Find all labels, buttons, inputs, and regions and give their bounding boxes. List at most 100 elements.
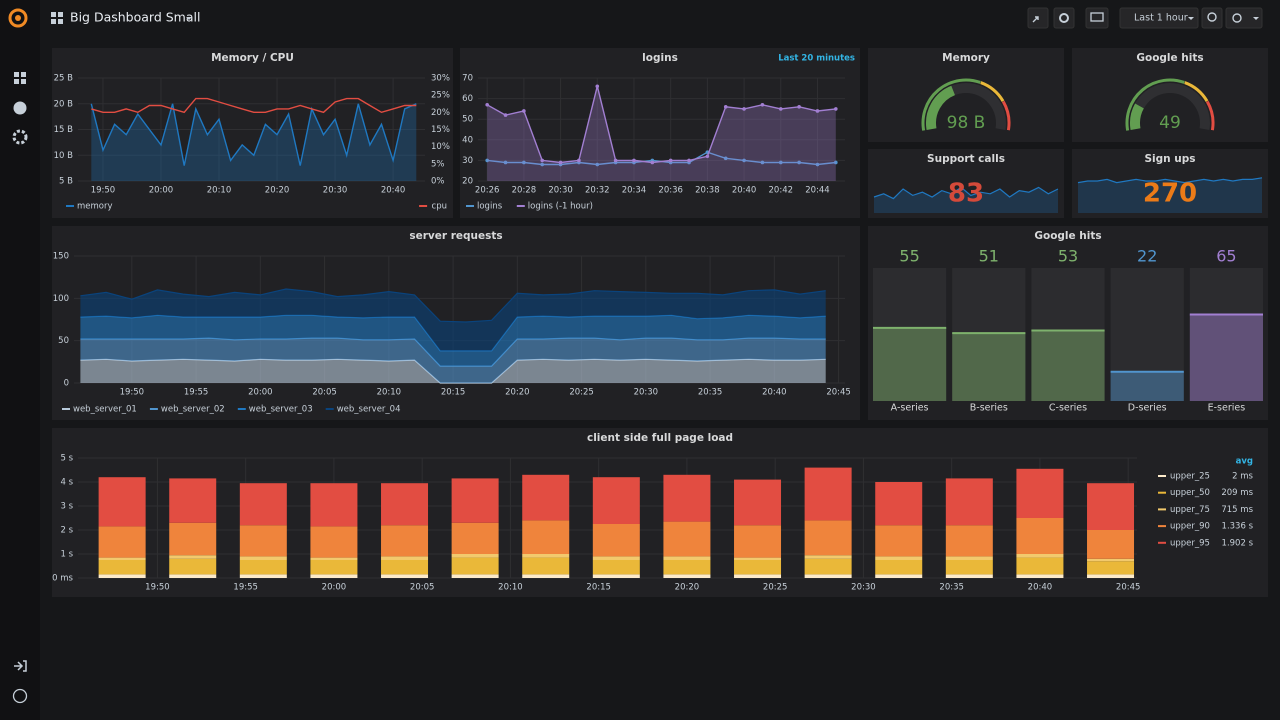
bar-segment bbox=[451, 522, 499, 554]
x-tick-label: 20:38 bbox=[695, 186, 720, 196]
sidebar bbox=[0, 0, 40, 720]
bar-segment bbox=[169, 522, 217, 556]
data-point bbox=[760, 160, 765, 165]
bar-segment bbox=[875, 560, 923, 575]
bar-segment bbox=[98, 557, 146, 560]
tv-mode-button[interactable] bbox=[1085, 7, 1109, 29]
sparkline bbox=[873, 186, 1059, 200]
data-point bbox=[503, 160, 508, 165]
y2-tick-label: 0% bbox=[431, 177, 445, 187]
panel bbox=[1072, 149, 1268, 218]
bar-label: D-series bbox=[1128, 403, 1167, 414]
bar-segment bbox=[945, 525, 993, 557]
legend-label: web_server_03 bbox=[249, 405, 313, 415]
dashboard-title[interactable]: Big Dashboard Small bbox=[70, 10, 200, 25]
y-tick-label: 25 B bbox=[54, 74, 74, 84]
x-tick-label: 20:45 bbox=[1116, 583, 1141, 593]
y-tick-label: 100 bbox=[53, 294, 69, 304]
bar-track bbox=[873, 268, 947, 401]
y2-tick-label: 15% bbox=[431, 125, 450, 135]
x-tick-label: 20:44 bbox=[805, 186, 830, 196]
top-bar: Big Dashboard Small Last 1 hour bbox=[51, 7, 1263, 29]
bar-segment bbox=[945, 478, 993, 526]
x-tick-label: 19:50 bbox=[91, 186, 116, 196]
y2-tick-label: 10% bbox=[431, 142, 450, 152]
x-tick-label: 20:00 bbox=[149, 186, 174, 196]
y-tick-label: 20 B bbox=[54, 99, 74, 109]
bar-segment bbox=[1016, 518, 1064, 554]
y2-tick-label: 30% bbox=[431, 74, 450, 84]
bar-track bbox=[1189, 268, 1263, 401]
sign-in-icon[interactable] bbox=[14, 660, 27, 672]
bar-segment bbox=[239, 483, 287, 526]
help-icon[interactable] bbox=[12, 688, 28, 704]
gauge-value bbox=[926, 85, 956, 130]
explore-icon[interactable] bbox=[13, 101, 27, 115]
time-picker[interactable] bbox=[1119, 7, 1199, 29]
dashboard-icon bbox=[51, 12, 63, 24]
x-tick-label: 20:35 bbox=[698, 388, 723, 398]
x-tick-label: 20:25 bbox=[763, 583, 788, 593]
series-line bbox=[90, 103, 417, 166]
bar-segment bbox=[169, 478, 217, 523]
x-tick-label: 20:45 bbox=[826, 388, 851, 398]
share-icon bbox=[1032, 16, 1039, 23]
bar-segment bbox=[663, 574, 711, 578]
refresh-button[interactable] bbox=[1225, 7, 1263, 29]
bar-segment bbox=[239, 556, 287, 560]
bar-segment bbox=[239, 560, 287, 575]
bar-segment bbox=[804, 558, 852, 575]
y-tick-label: 50 bbox=[58, 336, 69, 346]
series-area bbox=[80, 338, 826, 383]
bar-segment bbox=[592, 524, 640, 557]
bar-segment bbox=[592, 574, 640, 578]
data-point bbox=[834, 160, 838, 165]
bar-segment bbox=[875, 482, 923, 526]
bar-segment bbox=[381, 574, 429, 578]
data-point bbox=[815, 162, 820, 167]
settings-icon[interactable] bbox=[12, 129, 28, 145]
y-tick-label: 5 s bbox=[60, 454, 73, 464]
bar-segment bbox=[1087, 483, 1135, 530]
legend-label: web_server_01 bbox=[73, 405, 137, 415]
bar-segment bbox=[1087, 561, 1135, 575]
bar-segment bbox=[381, 483, 429, 526]
gauge-threshold bbox=[1184, 81, 1209, 102]
dashboards-icon[interactable] bbox=[14, 72, 26, 84]
bar-segment bbox=[1087, 558, 1135, 562]
gauge-label: 98 B bbox=[947, 113, 986, 133]
y-tick-label: 40 bbox=[462, 135, 473, 145]
zoom-out-button[interactable] bbox=[1201, 7, 1223, 29]
icon-part bbox=[58, 12, 63, 17]
data-point bbox=[668, 158, 673, 163]
x-tick-label: 20:28 bbox=[512, 186, 537, 196]
x-tick-label: 20:40 bbox=[762, 388, 787, 398]
data-point bbox=[485, 102, 489, 107]
panel bbox=[868, 48, 1064, 142]
bar-segment bbox=[522, 554, 570, 558]
bar-segment bbox=[239, 574, 287, 578]
refresh-icon bbox=[1232, 13, 1242, 23]
gauge-threshold bbox=[980, 81, 1005, 102]
x-tick-label: 20:20 bbox=[505, 388, 530, 398]
data-point bbox=[742, 107, 746, 111]
bar-segment bbox=[451, 574, 499, 578]
data-point bbox=[485, 158, 489, 163]
x-tick-label: 20:32 bbox=[585, 186, 610, 196]
settings-button[interactable] bbox=[1053, 7, 1075, 29]
sparkline-area bbox=[1078, 177, 1262, 213]
x-tick-label: 20:30 bbox=[548, 186, 573, 196]
bar-segment bbox=[451, 554, 499, 558]
bar-value: 65 bbox=[1216, 247, 1236, 266]
bar-segment bbox=[522, 574, 570, 578]
icon-part bbox=[51, 19, 56, 24]
grafana-logo[interactable] bbox=[8, 8, 28, 28]
bar-segment bbox=[875, 556, 923, 560]
panel bbox=[868, 149, 1064, 218]
bar bbox=[1031, 330, 1105, 401]
y-tick-label: 15 B bbox=[54, 125, 74, 135]
annotation: Last 20 minutes bbox=[778, 54, 855, 64]
legend-label: upper_25 bbox=[1170, 472, 1210, 482]
icon-part bbox=[14, 72, 19, 77]
bar-label: A-series bbox=[891, 403, 929, 414]
